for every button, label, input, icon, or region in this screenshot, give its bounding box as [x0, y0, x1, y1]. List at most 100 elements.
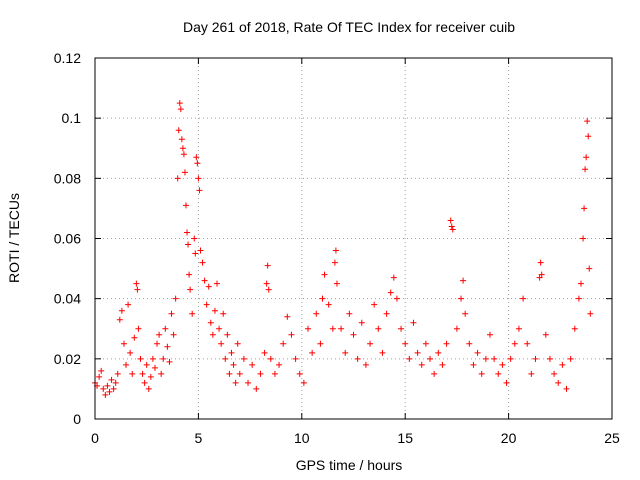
- data-point: [329, 325, 336, 332]
- data-point: [585, 133, 592, 140]
- data-point: [418, 361, 425, 368]
- data-point: [486, 331, 493, 338]
- data-point: [524, 340, 531, 347]
- data-point: [230, 361, 237, 368]
- data-point: [515, 325, 522, 332]
- data-point: [257, 370, 264, 377]
- data-point: [168, 310, 175, 317]
- y-tick-label: 0.12: [54, 50, 81, 66]
- data-point: [292, 355, 299, 362]
- x-tick-label: 15: [397, 430, 413, 446]
- data-point: [209, 331, 216, 338]
- data-point: [332, 247, 339, 254]
- data-point: [367, 340, 374, 347]
- y-tick-label: 0.04: [54, 291, 81, 307]
- data-point: [583, 154, 590, 161]
- data-point: [114, 370, 121, 377]
- data-point: [129, 370, 136, 377]
- data-point: [453, 325, 460, 332]
- data-point: [503, 379, 510, 386]
- data-point: [180, 151, 187, 158]
- data-point: [466, 340, 473, 347]
- data-point: [249, 361, 256, 368]
- y-tick-label: 0.08: [54, 170, 81, 186]
- y-tick-labels: 0 0.02 0.04 0.06 0.08 0.1 0.12: [54, 50, 81, 427]
- data-point: [110, 385, 117, 392]
- data-point: [313, 310, 320, 317]
- data-point: [362, 361, 369, 368]
- data-point: [499, 361, 506, 368]
- data-point: [410, 319, 417, 326]
- data-point: [205, 283, 212, 290]
- data-point: [135, 325, 142, 332]
- data-point: [123, 361, 130, 368]
- data-point: [214, 280, 221, 287]
- data-point: [354, 355, 361, 362]
- y-tick-label: 0: [73, 411, 81, 427]
- data-point: [586, 265, 593, 272]
- data-point: [575, 295, 582, 302]
- data-point: [577, 280, 584, 287]
- data-point: [179, 145, 186, 152]
- data-point: [317, 340, 324, 347]
- data-point: [127, 349, 134, 356]
- data-point: [414, 349, 421, 356]
- data-point: [584, 118, 591, 125]
- data-point: [151, 364, 158, 371]
- data-point: [261, 349, 268, 356]
- data-point: [207, 319, 214, 326]
- data-points: [92, 100, 594, 398]
- data-point: [448, 223, 455, 230]
- data-point: [431, 370, 438, 377]
- data-point: [186, 271, 193, 278]
- data-point: [147, 373, 154, 380]
- data-point: [185, 241, 192, 248]
- data-point: [580, 235, 587, 242]
- data-point: [581, 205, 588, 212]
- data-point: [288, 331, 295, 338]
- data-point: [390, 274, 397, 281]
- data-point: [116, 316, 123, 323]
- data-point: [134, 286, 141, 293]
- data-point: [211, 307, 218, 314]
- data-point: [491, 355, 498, 362]
- data-point: [325, 301, 332, 308]
- data-point: [342, 349, 349, 356]
- data-point: [191, 235, 198, 242]
- data-point: [194, 160, 201, 167]
- data-point: [166, 358, 173, 365]
- data-point: [145, 385, 152, 392]
- data-point: [100, 385, 107, 392]
- data-point: [478, 370, 485, 377]
- data-point: [149, 355, 156, 362]
- data-point: [232, 379, 239, 386]
- data-point: [240, 355, 247, 362]
- data-point: [276, 361, 283, 368]
- y-tick-label: 0.02: [54, 351, 81, 367]
- data-point: [383, 310, 390, 317]
- data-point: [125, 301, 132, 308]
- data-point: [106, 388, 113, 395]
- data-point: [196, 187, 203, 194]
- data-point: [102, 391, 109, 398]
- data-point: [559, 361, 566, 368]
- data-point: [234, 340, 241, 347]
- data-point: [189, 310, 196, 317]
- data-point: [174, 175, 181, 182]
- data-point: [284, 313, 291, 320]
- data-point: [177, 106, 184, 113]
- data-point: [338, 325, 345, 332]
- data-point: [532, 355, 539, 362]
- data-point: [375, 325, 382, 332]
- data-point: [133, 280, 140, 287]
- data-point: [184, 229, 191, 236]
- data-point: [181, 169, 188, 176]
- data-point: [537, 259, 544, 266]
- data-point: [582, 166, 589, 173]
- data-point: [511, 340, 518, 347]
- data-point: [216, 325, 223, 332]
- data-point: [158, 370, 165, 377]
- data-point: [139, 370, 146, 377]
- data-point: [305, 325, 312, 332]
